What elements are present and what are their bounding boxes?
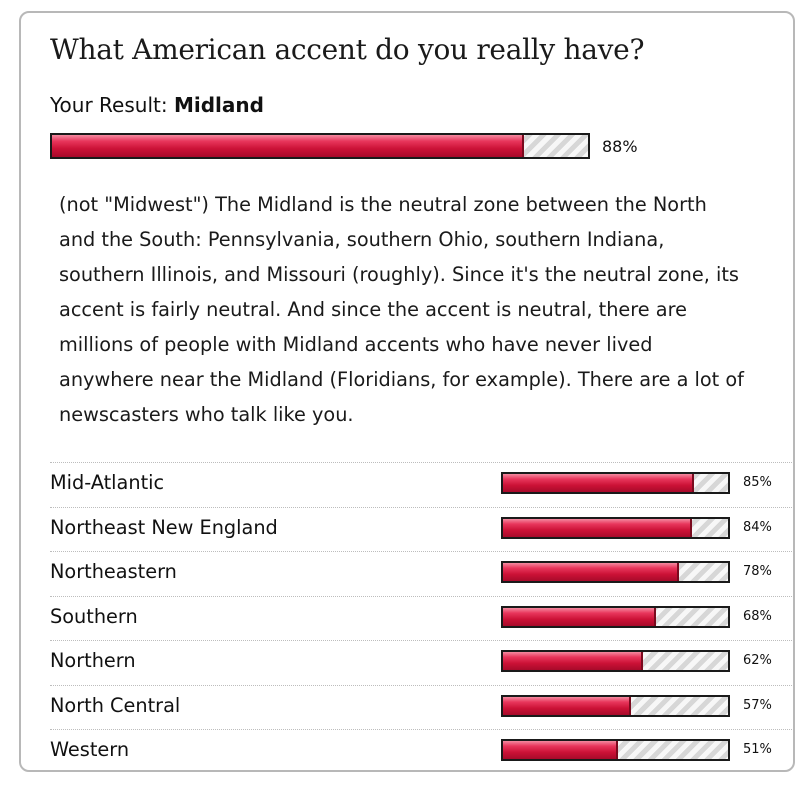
result-row-label: Mid-Atlantic (50, 471, 165, 494)
result-row-percent: 84% (743, 519, 772, 535)
result-row-bar-fill (503, 741, 618, 759)
result-row: Northeast New England 84% (50, 506, 792, 552)
result-row: Mid-Atlantic 85% (50, 462, 792, 507)
result-row-bar-fill (503, 696, 632, 715)
result-row-label: Northeast New England (50, 515, 278, 539)
quiz-title: What American accent do you really have? (50, 33, 645, 66)
result-row-percent: 62% (743, 653, 772, 668)
result-row-percent: 51% (743, 742, 772, 757)
result-row-bar (501, 605, 730, 628)
other-results-list: Mid-Atlantic 85% Northeast New England 8… (50, 462, 792, 774)
result-name: Midland (173, 93, 264, 117)
result-row-bar-fill (503, 652, 643, 670)
result-row-bar-fill (503, 563, 679, 581)
result-row-bar (501, 561, 730, 583)
result-prefix: Your Result: (50, 93, 168, 117)
main-result-bar (50, 133, 590, 159)
main-result-percent: 88% (602, 137, 638, 156)
result-row-label: Northern (50, 649, 136, 672)
result-row-percent: 57% (743, 697, 772, 713)
result-row-bar (501, 516, 730, 539)
quiz-result-card: What American accent do you really have?… (19, 11, 795, 772)
main-result-bar-fill (52, 135, 524, 157)
result-description: (not "Midwest") The Midland is the neutr… (59, 193, 744, 426)
result-row: Western 51% (50, 729, 792, 774)
result-row-label: Southern (50, 604, 138, 628)
result-row: North Central 57% (50, 684, 792, 730)
result-row-bar-fill (503, 607, 656, 626)
result-row-label: Northeastern (50, 560, 177, 583)
result-row-bar (501, 739, 730, 761)
result-row-bar-fill (503, 474, 695, 492)
result-row-bar-fill (503, 518, 692, 537)
your-result-line: Your Result: Midland (50, 93, 264, 117)
result-row-label: Western (50, 738, 130, 761)
result-row-percent: 68% (743, 608, 772, 624)
result-row-label: North Central (50, 693, 181, 717)
result-row: Southern 68% (50, 595, 792, 641)
result-row-percent: 78% (743, 564, 772, 579)
result-row-bar (501, 650, 730, 672)
result-row-percent: 85% (743, 475, 772, 490)
result-row-bar (501, 694, 730, 717)
result-row: Northeastern 78% (50, 551, 792, 596)
result-row-bar (501, 472, 730, 494)
result-row: Northern 62% (50, 640, 792, 685)
